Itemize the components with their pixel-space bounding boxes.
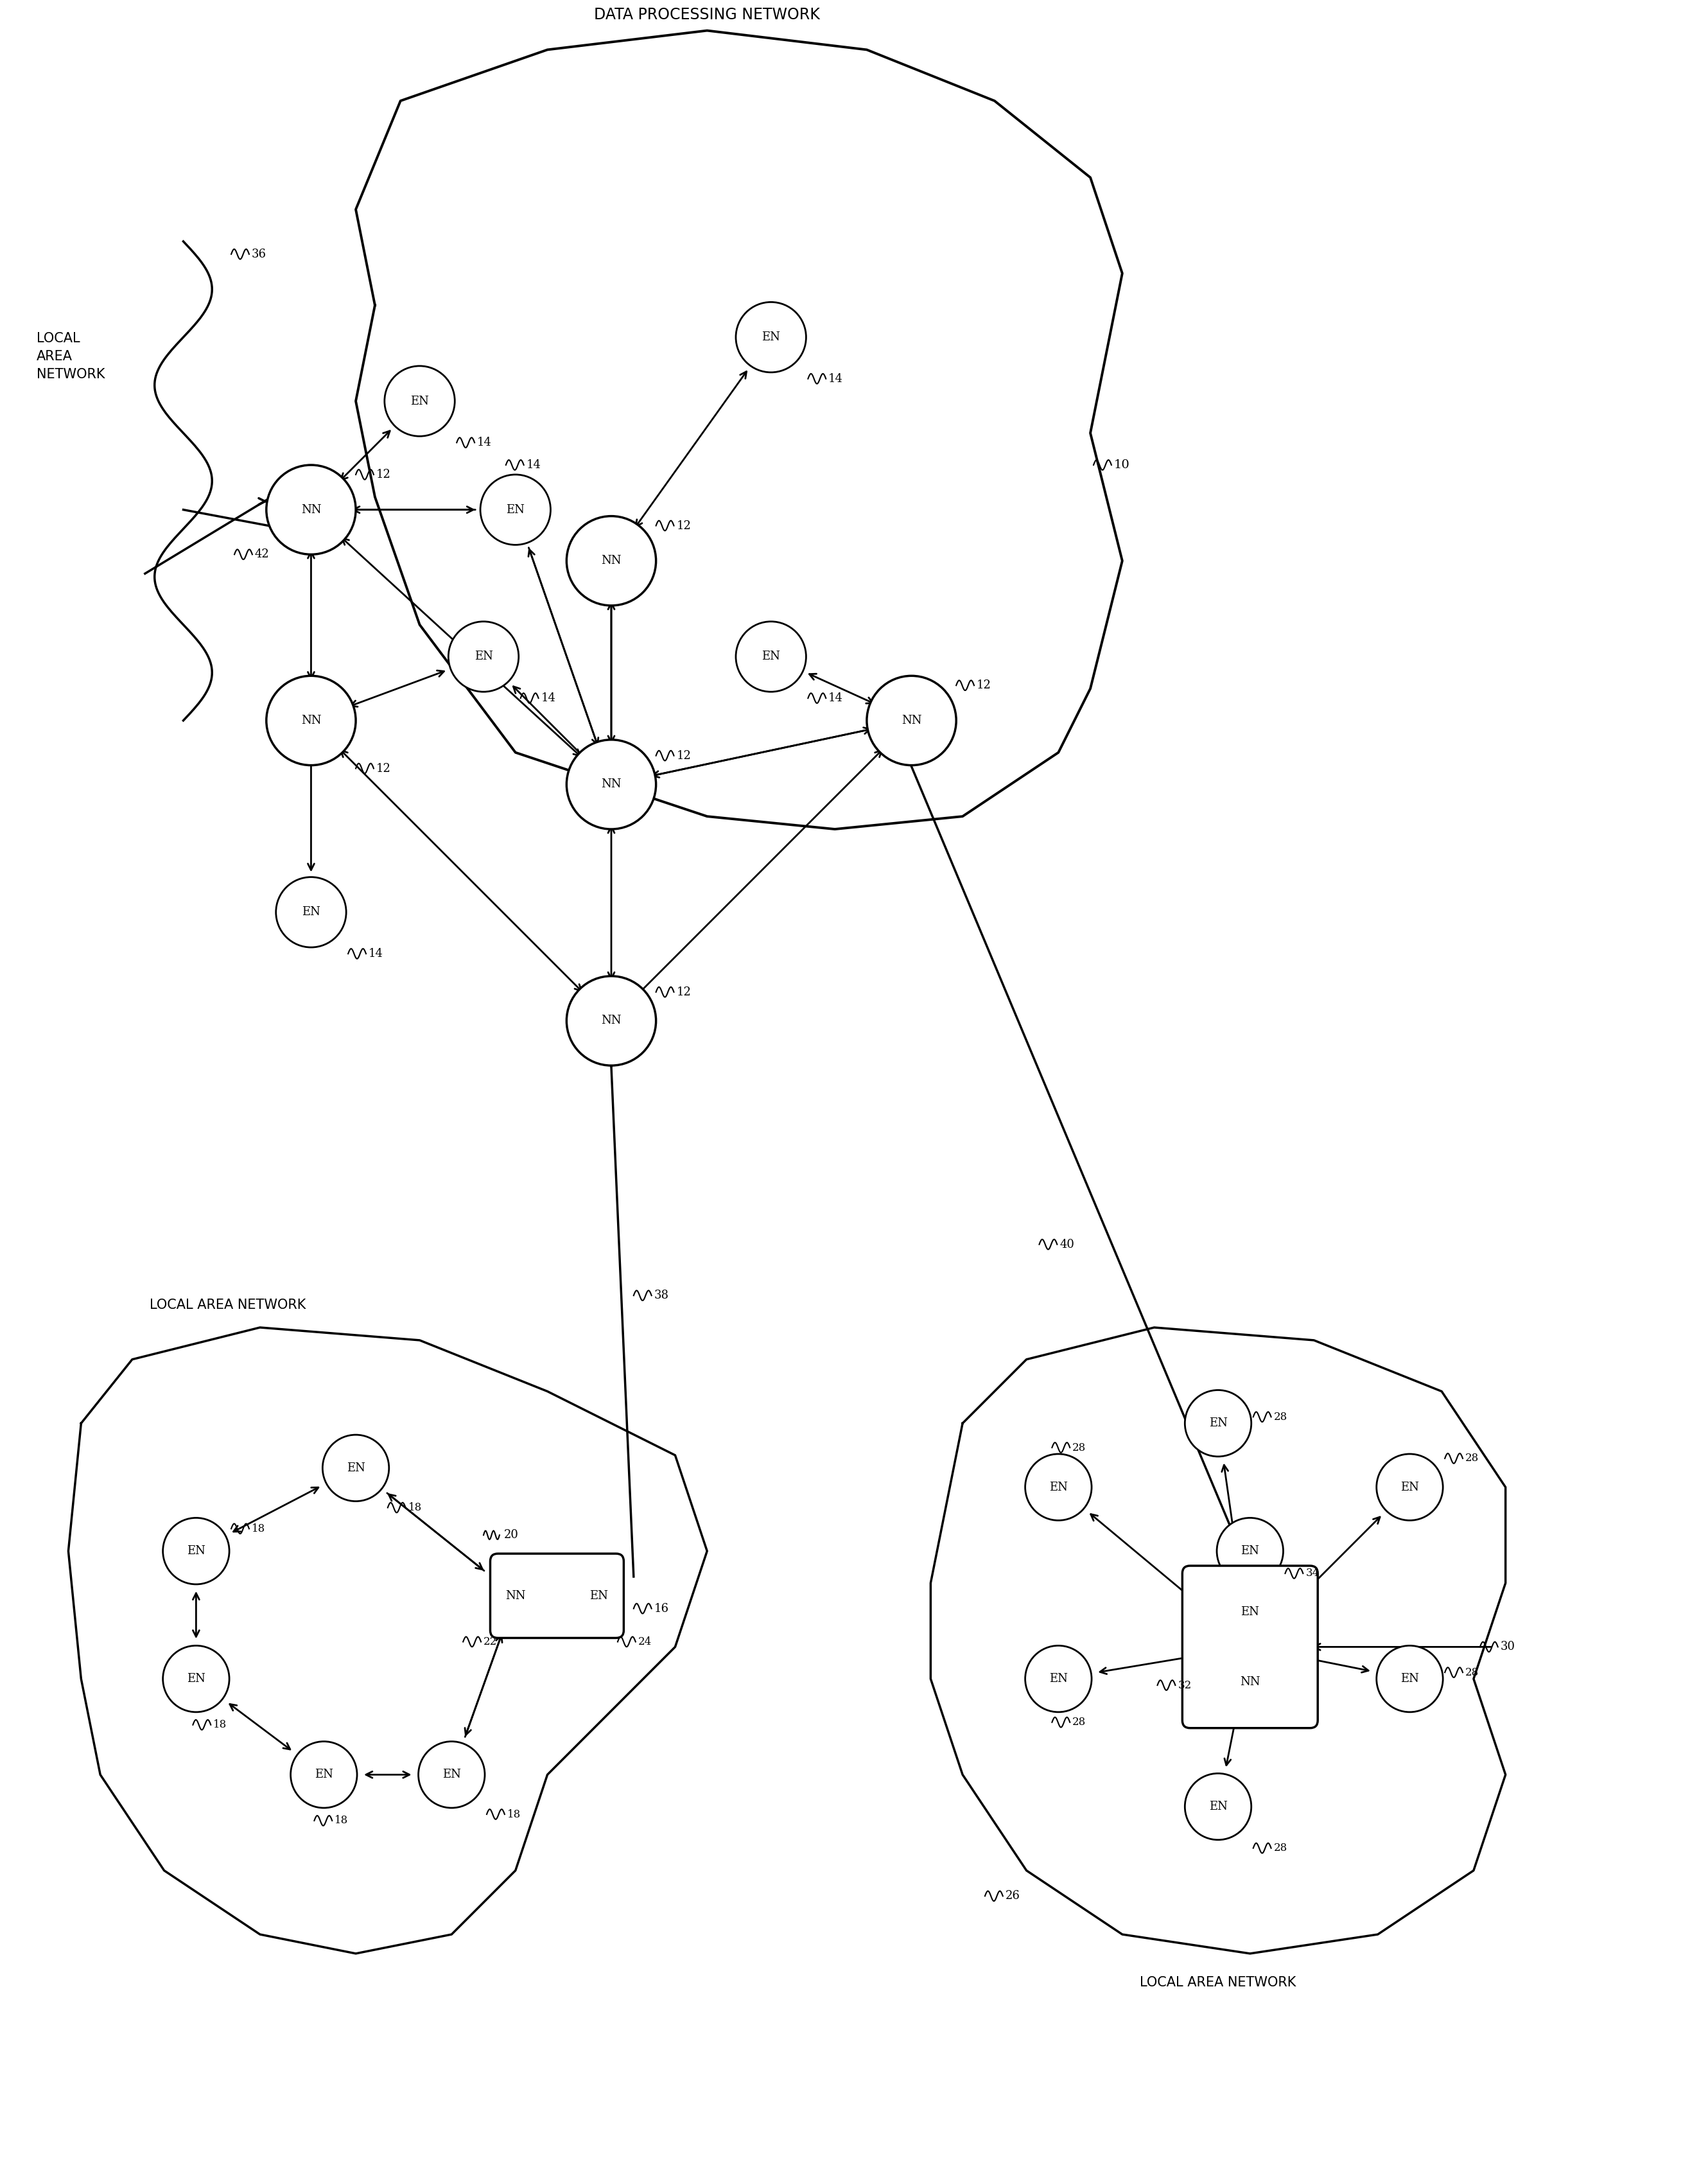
Text: NN: NN bbox=[301, 714, 321, 727]
Text: EN: EN bbox=[347, 1462, 366, 1473]
Circle shape bbox=[1216, 1518, 1283, 1583]
Text: 10: 10 bbox=[1114, 459, 1131, 472]
Text: NN: NN bbox=[301, 504, 321, 515]
Text: 28: 28 bbox=[1465, 1454, 1479, 1464]
Text: LOCAL
AREA
NETWORK: LOCAL AREA NETWORK bbox=[36, 331, 104, 381]
Text: 14: 14 bbox=[526, 459, 541, 472]
Circle shape bbox=[1377, 1646, 1443, 1713]
Text: 26: 26 bbox=[1006, 1890, 1020, 1901]
Circle shape bbox=[418, 1741, 485, 1808]
Text: 12: 12 bbox=[676, 751, 692, 761]
Text: EN: EN bbox=[1401, 1482, 1419, 1492]
Text: 36: 36 bbox=[251, 249, 266, 260]
Text: 12: 12 bbox=[977, 679, 991, 692]
Text: 30: 30 bbox=[1500, 1642, 1515, 1653]
Circle shape bbox=[480, 474, 550, 545]
Text: LOCAL AREA NETWORK: LOCAL AREA NETWORK bbox=[150, 1298, 306, 1311]
Circle shape bbox=[266, 675, 355, 766]
Circle shape bbox=[567, 740, 656, 828]
Circle shape bbox=[736, 303, 806, 372]
Text: 16: 16 bbox=[654, 1603, 670, 1614]
Text: NN: NN bbox=[506, 1590, 526, 1601]
Text: EN: EN bbox=[1049, 1672, 1068, 1685]
Text: EN: EN bbox=[762, 651, 781, 662]
Circle shape bbox=[736, 621, 806, 692]
Text: 12: 12 bbox=[376, 764, 391, 774]
Text: NN: NN bbox=[601, 556, 622, 567]
Text: 42: 42 bbox=[254, 549, 270, 560]
Text: EN: EN bbox=[475, 651, 494, 662]
Circle shape bbox=[277, 876, 347, 947]
Text: 18: 18 bbox=[507, 1808, 521, 1819]
Text: EN: EN bbox=[1209, 1417, 1228, 1430]
Text: 40: 40 bbox=[1059, 1239, 1074, 1250]
Text: EN: EN bbox=[1240, 1544, 1259, 1557]
Circle shape bbox=[449, 621, 519, 692]
Text: 22: 22 bbox=[483, 1637, 497, 1648]
Text: EN: EN bbox=[589, 1590, 608, 1601]
Text: 18: 18 bbox=[214, 1720, 227, 1730]
Circle shape bbox=[290, 1741, 357, 1808]
Circle shape bbox=[1025, 1454, 1091, 1521]
Text: 18: 18 bbox=[408, 1501, 422, 1514]
Text: EN: EN bbox=[506, 504, 524, 515]
Text: 28: 28 bbox=[1274, 1412, 1288, 1423]
Text: DATA PROCESSING NETWORK: DATA PROCESSING NETWORK bbox=[594, 6, 820, 22]
Circle shape bbox=[567, 517, 656, 606]
Circle shape bbox=[162, 1646, 229, 1713]
Text: 34: 34 bbox=[1305, 1568, 1319, 1579]
Text: 12: 12 bbox=[376, 469, 391, 480]
Text: EN: EN bbox=[186, 1672, 205, 1685]
Text: 32: 32 bbox=[1179, 1681, 1192, 1691]
Text: EN: EN bbox=[1209, 1802, 1228, 1813]
Text: 14: 14 bbox=[828, 692, 844, 703]
Text: 38: 38 bbox=[654, 1289, 670, 1302]
Text: EN: EN bbox=[1401, 1672, 1419, 1685]
Text: EN: EN bbox=[442, 1769, 461, 1780]
Text: 12: 12 bbox=[676, 519, 692, 532]
Text: 18: 18 bbox=[251, 1523, 265, 1534]
Text: EN: EN bbox=[762, 331, 781, 344]
Circle shape bbox=[266, 465, 355, 554]
Text: EN: EN bbox=[302, 906, 321, 917]
Text: EN: EN bbox=[186, 1544, 205, 1557]
Circle shape bbox=[866, 675, 956, 766]
Text: 28: 28 bbox=[1465, 1668, 1479, 1678]
Text: 28: 28 bbox=[1073, 1443, 1086, 1454]
Circle shape bbox=[384, 366, 454, 437]
Text: NN: NN bbox=[601, 779, 622, 789]
Text: LOCAL AREA NETWORK: LOCAL AREA NETWORK bbox=[1139, 1975, 1296, 1988]
Text: EN: EN bbox=[1240, 1605, 1259, 1618]
Text: 20: 20 bbox=[504, 1529, 519, 1540]
Text: 14: 14 bbox=[541, 692, 555, 703]
Text: NN: NN bbox=[601, 1014, 622, 1027]
Circle shape bbox=[567, 976, 656, 1066]
Text: 28: 28 bbox=[1073, 1717, 1086, 1728]
Circle shape bbox=[162, 1518, 229, 1583]
Text: EN: EN bbox=[410, 396, 429, 407]
Text: 12: 12 bbox=[676, 986, 692, 997]
Circle shape bbox=[1377, 1454, 1443, 1521]
Circle shape bbox=[323, 1434, 389, 1501]
Text: 18: 18 bbox=[335, 1815, 348, 1826]
Text: 24: 24 bbox=[639, 1637, 652, 1648]
Circle shape bbox=[1185, 1391, 1252, 1456]
Text: NN: NN bbox=[1240, 1676, 1261, 1687]
FancyBboxPatch shape bbox=[1182, 1566, 1319, 1728]
Text: 14: 14 bbox=[369, 947, 383, 960]
Text: EN: EN bbox=[1049, 1482, 1068, 1492]
Circle shape bbox=[1025, 1646, 1091, 1713]
Text: NN: NN bbox=[902, 714, 922, 727]
Text: EN: EN bbox=[314, 1769, 333, 1780]
FancyBboxPatch shape bbox=[490, 1553, 623, 1637]
Text: 28: 28 bbox=[1274, 1843, 1288, 1854]
Text: 14: 14 bbox=[828, 372, 844, 385]
Text: 14: 14 bbox=[477, 437, 492, 448]
Circle shape bbox=[1185, 1774, 1252, 1841]
